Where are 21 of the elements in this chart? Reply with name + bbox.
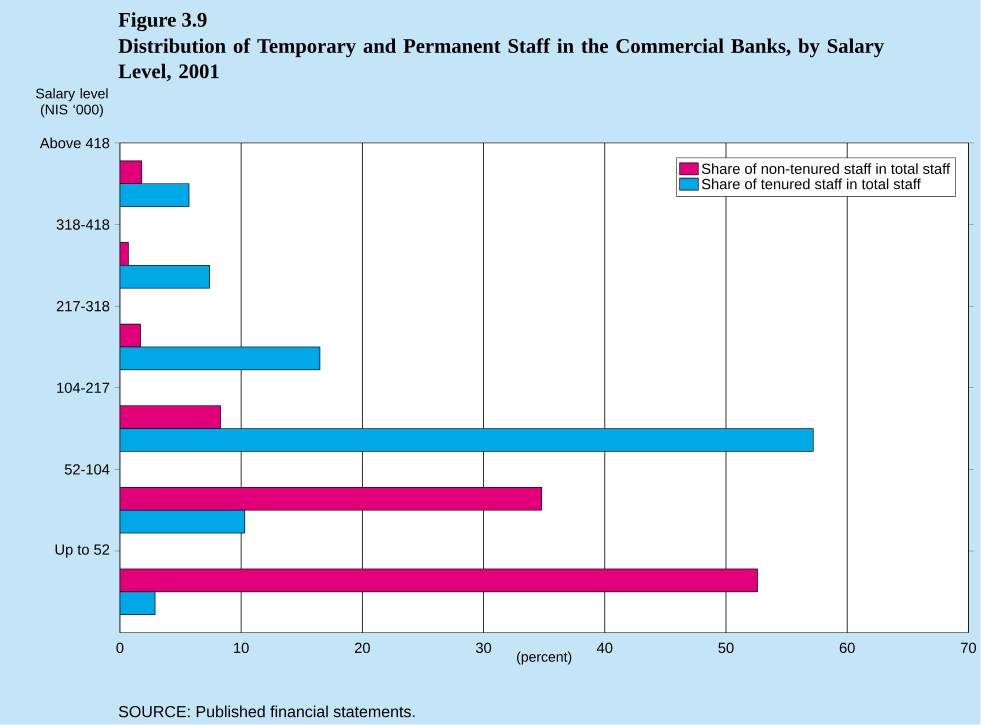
y-tick-label: Above 418 xyxy=(40,138,110,149)
x-tick-label: 70 xyxy=(961,642,976,654)
source-note: SOURCE: Published financial statements. xyxy=(118,706,414,718)
x-tick-label: 20 xyxy=(354,642,370,654)
x-axis-title: (percent) xyxy=(517,652,572,665)
x-tick-label: 0 xyxy=(116,642,124,654)
legend-label: Share of tenured staff in total staff xyxy=(702,178,921,190)
x-tick-label: 50 xyxy=(718,642,734,654)
x-tick-label: 10 xyxy=(234,642,249,654)
y-tick-label: 318-418 xyxy=(56,220,110,230)
chart-title: Figure 3.9 xyxy=(118,12,207,32)
y-tick-label: 104-217 xyxy=(57,382,110,394)
y-tick-label: 217-318 xyxy=(56,301,110,312)
x-tick-label: 40 xyxy=(596,642,612,654)
x-tick-label: 60 xyxy=(840,642,855,654)
chart-subtitle: Distribution of Temporary and Permanent Staff in the Commercial Banks, by Salary Level, 2001 xyxy=(118,38,884,82)
y-axis-title: Salary level (NIS ‘000) xyxy=(36,88,108,118)
x-tick-label: 30 xyxy=(476,642,492,654)
y-tick-label: Up to 52 xyxy=(56,544,110,558)
y-tick-label: 52-104 xyxy=(64,464,110,475)
legend-label: Share of non-tenured staff in total staff xyxy=(702,163,950,174)
